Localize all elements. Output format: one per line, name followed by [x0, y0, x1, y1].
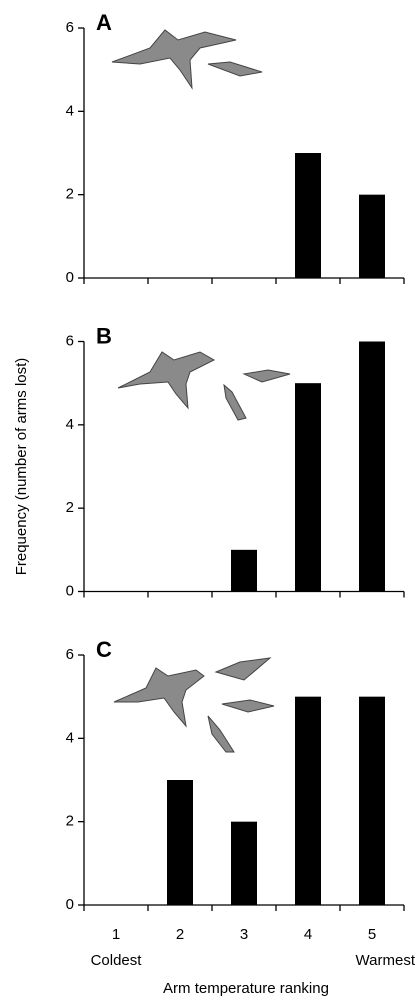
- x-tick-label: 3: [240, 926, 248, 943]
- bar: [167, 780, 193, 905]
- bar: [231, 549, 257, 592]
- bar: [359, 341, 385, 592]
- y-tick-label: 6: [66, 646, 74, 663]
- y-tick-label: 2: [66, 186, 74, 203]
- y-tick-label: 2: [66, 499, 74, 516]
- y-tick-label: 4: [66, 416, 74, 433]
- y-tick-label: 0: [66, 582, 74, 599]
- starfish-icon: [111, 29, 263, 90]
- x-axis-label: Arm temperature ranking: [163, 980, 329, 997]
- x-tick-label: 1: [112, 926, 120, 943]
- bar: [231, 821, 257, 905]
- y-tick-label: 0: [66, 896, 74, 913]
- y-tick-label: 0: [66, 269, 74, 286]
- x-end-label: Warmest: [356, 952, 416, 969]
- bar: [359, 194, 385, 278]
- panel-label: C: [96, 637, 112, 662]
- bar: [359, 696, 385, 905]
- bar: [295, 696, 321, 905]
- x-tick-label: 4: [304, 926, 312, 943]
- starfish-icon: [117, 351, 291, 421]
- x-tick-label: 5: [368, 926, 376, 943]
- x-end-label: Coldest: [91, 952, 143, 969]
- y-tick-label: 4: [66, 102, 74, 119]
- y-tick-label: 4: [66, 729, 74, 746]
- y-axis-label: Frequency (number of arms lost): [13, 358, 30, 576]
- panel-label: B: [96, 323, 112, 348]
- y-tick-label: 6: [66, 332, 74, 349]
- y-tick-label: 2: [66, 813, 74, 830]
- y-tick-label: 6: [66, 19, 74, 36]
- bar: [295, 153, 321, 278]
- starfish-icon: [113, 657, 275, 753]
- bar: [295, 383, 321, 592]
- panel-label: A: [96, 10, 112, 35]
- x-tick-label: 2: [176, 926, 184, 943]
